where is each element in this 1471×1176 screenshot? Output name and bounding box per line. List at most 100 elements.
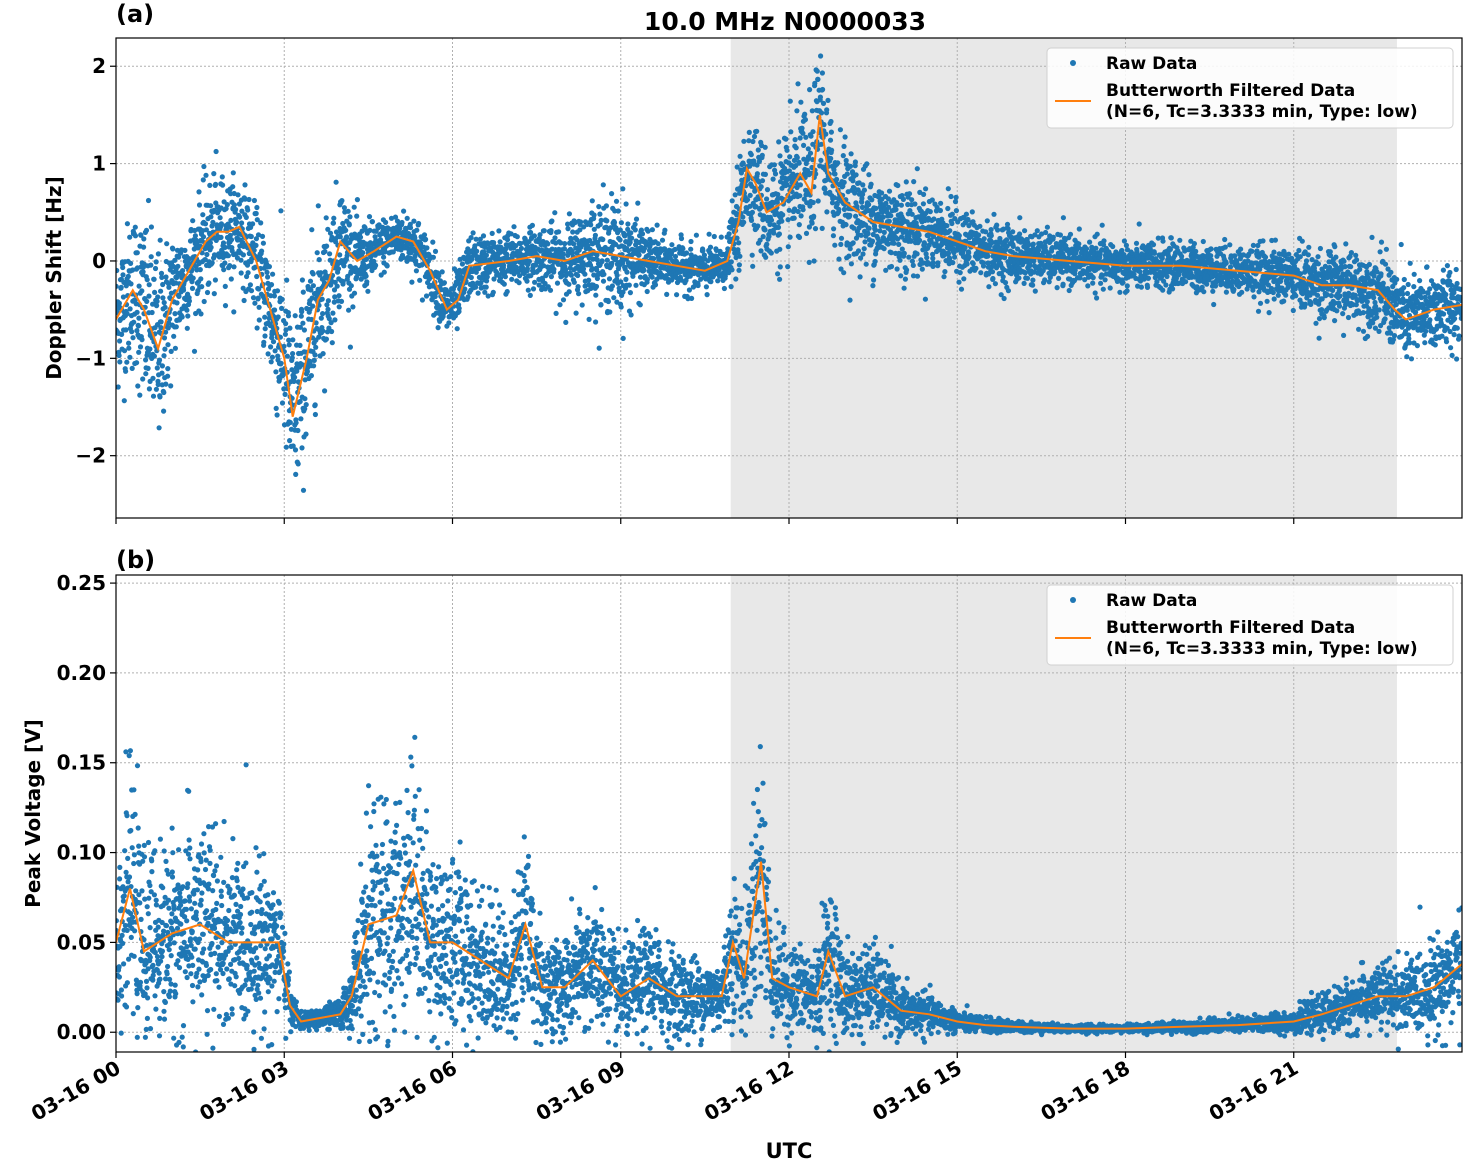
raw-point [797, 193, 802, 198]
raw-point [749, 218, 754, 223]
raw-point [1047, 254, 1052, 259]
raw-point [163, 274, 168, 279]
raw-point [807, 87, 812, 92]
raw-point [569, 273, 574, 278]
raw-point [526, 288, 531, 293]
raw-point [270, 355, 275, 360]
raw-point [154, 387, 159, 392]
raw-point [433, 249, 438, 254]
raw-point [321, 351, 326, 356]
raw-point [707, 232, 712, 237]
raw-point [638, 302, 643, 307]
raw-point [143, 371, 148, 376]
raw-point [1163, 282, 1168, 287]
raw-point [316, 203, 321, 208]
raw-point [1010, 229, 1015, 234]
raw-point [214, 149, 219, 154]
raw-point [469, 275, 474, 280]
raw-point [163, 305, 168, 310]
raw-point [694, 233, 699, 238]
raw-point [587, 317, 592, 322]
raw-point [208, 203, 213, 208]
raw-point [793, 137, 798, 142]
raw-point [576, 284, 581, 289]
raw-point [609, 191, 614, 196]
raw-point [531, 286, 536, 291]
raw-point [755, 171, 760, 176]
raw-point [327, 251, 332, 256]
raw-point [645, 289, 650, 294]
raw-point [618, 237, 623, 242]
raw-point [679, 236, 684, 241]
raw-point [729, 267, 734, 272]
raw-point [264, 270, 269, 275]
raw-point [572, 280, 577, 285]
raw-point [339, 198, 344, 203]
raw-point [147, 346, 152, 351]
raw-point [252, 301, 257, 306]
raw-point [873, 206, 878, 211]
raw-point [239, 270, 244, 275]
raw-point [180, 314, 185, 319]
raw-point [924, 255, 929, 260]
raw-point [137, 284, 142, 289]
raw-point [346, 209, 351, 214]
raw-point [978, 270, 983, 275]
raw-point [313, 402, 318, 407]
raw-point [218, 215, 223, 220]
raw-point [715, 278, 720, 283]
raw-point [600, 237, 605, 242]
raw-point [891, 241, 896, 246]
raw-point [1061, 215, 1066, 220]
raw-point [961, 276, 966, 281]
raw-point [853, 159, 858, 164]
raw-point [923, 297, 928, 302]
raw-point [330, 340, 335, 345]
raw-point [460, 261, 465, 266]
raw-point [548, 228, 553, 233]
raw-point [1145, 285, 1150, 290]
raw-point [1170, 286, 1175, 291]
raw-point [1061, 282, 1066, 287]
raw-point [1210, 289, 1215, 294]
raw-point [287, 326, 292, 331]
raw-point [120, 265, 125, 270]
raw-point [127, 355, 132, 360]
raw-point [234, 220, 239, 225]
raw-point [938, 208, 943, 213]
raw-point [545, 241, 550, 246]
raw-point [606, 299, 611, 304]
raw-point [416, 221, 421, 226]
raw-point [901, 197, 906, 202]
raw-point [950, 260, 955, 265]
raw-point [190, 286, 195, 291]
raw-point [562, 241, 567, 246]
raw-point [596, 204, 601, 209]
raw-point [159, 371, 164, 376]
raw-point [722, 286, 727, 291]
raw-point [779, 219, 784, 224]
raw-point [650, 227, 655, 232]
raw-point [325, 307, 330, 312]
raw-point [308, 279, 313, 284]
raw-point [381, 255, 386, 260]
raw-point [317, 257, 322, 262]
raw-point [309, 373, 314, 378]
raw-point [491, 290, 496, 295]
raw-point [729, 259, 734, 264]
raw-point [928, 209, 933, 214]
raw-point [756, 147, 761, 152]
raw-point [976, 232, 981, 237]
raw-point [922, 242, 927, 247]
raw-point [788, 129, 793, 134]
raw-point [199, 284, 204, 289]
raw-point [124, 360, 129, 365]
raw-point [662, 228, 667, 233]
raw-point [971, 261, 976, 266]
raw-point [967, 254, 972, 259]
raw-point [297, 343, 302, 348]
raw-point [593, 233, 598, 238]
raw-point [532, 233, 537, 238]
raw-point [496, 228, 501, 233]
raw-point [332, 317, 337, 322]
